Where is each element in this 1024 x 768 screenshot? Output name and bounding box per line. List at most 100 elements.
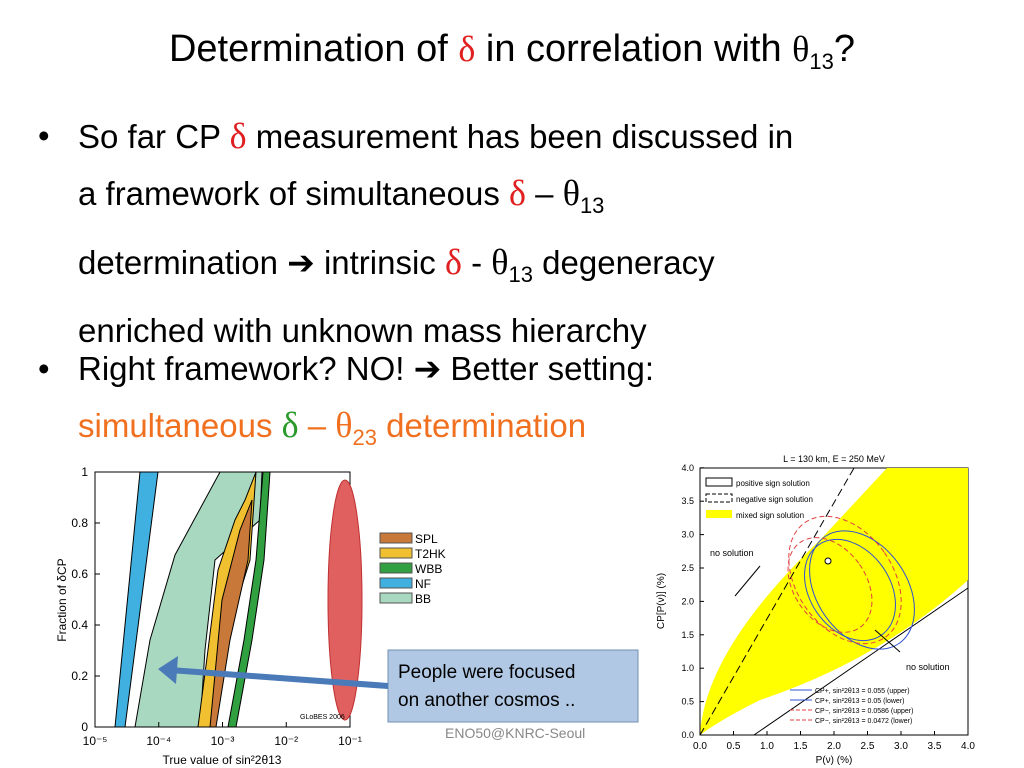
text-run: Determination of — [168, 28, 459, 70]
text-run: simultaneous — [78, 407, 282, 444]
y-tick-label: 0 — [81, 720, 88, 734]
x-axis-label: P(ν) (%) — [816, 755, 853, 766]
annotation-arrow — [874, 629, 901, 653]
curve-ellipse — [809, 530, 915, 650]
y-tick-label: 0.0 — [681, 730, 694, 740]
legend-swatch — [379, 532, 413, 544]
annotation: no solution — [906, 662, 950, 672]
credit: GLoBES 2006 — [300, 714, 345, 721]
y-tick-label: 0.4 — [71, 618, 88, 632]
callout-box — [387, 649, 639, 723]
nf-band — [114, 471, 159, 728]
legend-label: negative sign solution — [736, 495, 813, 504]
text-run: degeneracy — [533, 244, 715, 281]
x-tick-label: 2.5 — [861, 741, 875, 752]
slide-title: Determination of δ in correlation with θ… — [0, 28, 1024, 75]
text-line: So far CP δ measurement has been discuss… — [78, 108, 793, 165]
text-run: 13 — [809, 49, 834, 74]
text-line: simultaneous δ – θ23 determination — [78, 397, 654, 466]
y-tick-label: 3.0 — [681, 530, 694, 540]
wbb-band — [227, 471, 271, 728]
legend-label: WBB — [415, 562, 442, 576]
y-tick-label: 1.5 — [681, 630, 694, 640]
text-run: 13 — [508, 262, 534, 287]
curve-ellipse — [804, 538, 896, 642]
legend-label: T2HK — [415, 547, 446, 561]
text-line: a framework of simultaneous δ – θ13 — [78, 165, 793, 234]
text-run: – — [525, 175, 563, 212]
bullet: • So far CP δ measurement has been discus… — [38, 108, 793, 359]
legend-swatch — [379, 592, 413, 604]
x-axis-label: True value of sin²2θ13 — [163, 753, 282, 767]
y-tick-label: 4.0 — [681, 463, 694, 473]
y-tick-label: 0.5 — [681, 697, 694, 707]
x-tick-label: 10⁻⁴ — [146, 734, 171, 748]
y-tick-label: 0.8 — [71, 516, 88, 530]
text-run: θ — [491, 242, 509, 282]
legend-swatch — [705, 477, 733, 487]
right-plot — [699, 467, 969, 736]
footer: ENO50@KNRC-Seoul — [445, 725, 585, 741]
annotation-arrow — [734, 565, 761, 597]
text-run: ➔ — [287, 244, 315, 281]
x-tick-label: 10⁻¹ — [338, 734, 362, 748]
legend-swatch — [379, 547, 413, 559]
y-tick-label: 1 — [81, 465, 88, 479]
text-run: enriched with unknown mass hierarchy — [78, 312, 647, 349]
text-line: Right framework? NO! ➔ Better setting: — [78, 341, 654, 397]
x-tick-label: 3.0 — [894, 741, 908, 752]
text-run: δ — [509, 173, 526, 213]
y-tick-label: 3.5 — [681, 496, 694, 506]
annotation: no solution — [710, 548, 754, 558]
text-run: θ — [562, 173, 580, 213]
x-tick-label: 10⁻⁵ — [83, 734, 108, 748]
bullet: • Right framework? NO! ➔ Better setting: s… — [38, 341, 654, 466]
text-line: determination ➔ intrinsic δ - θ13 degene… — [78, 234, 793, 303]
legend-label: CP+, sin²2θ13 = 0.055 (upper) — [815, 688, 910, 695]
text-run: δ — [444, 242, 462, 282]
text-run: 23 — [352, 425, 378, 450]
text-run: ➔ — [413, 350, 442, 387]
legend-label: mixed sign solution — [736, 511, 804, 520]
y-tick-label: 1.0 — [681, 663, 694, 673]
legend-label: CP−, sin²2θ13 = 0.0586 (upper) — [815, 708, 913, 715]
text-run: Better setting: — [441, 350, 655, 387]
legend-label: BB — [415, 592, 431, 606]
text-run: ? — [833, 28, 856, 70]
point — [824, 557, 832, 565]
text-run: δ — [281, 405, 299, 445]
text-run: θ — [335, 405, 353, 445]
text-run: intrinsic — [314, 244, 445, 281]
text-run: 13 — [579, 193, 605, 218]
legend-label: CP+, sin²2θ13 = 0.05 (lower) — [815, 698, 905, 705]
legend-swatch — [705, 493, 733, 503]
x-tick-label: 4.0 — [961, 741, 975, 752]
y-tick-label: 2.5 — [681, 563, 694, 573]
legend-swatch — [379, 577, 413, 589]
y-tick-label: 0.6 — [71, 567, 88, 581]
legend-swatch — [379, 562, 413, 574]
y-axis-label: CP[P(ν)] (%) — [656, 573, 667, 629]
spl-band — [209, 499, 253, 728]
legend-label: NF — [415, 577, 431, 591]
x-tick-label: 3.5 — [928, 741, 942, 752]
text-run: a framework of simultaneous — [78, 175, 510, 212]
text-run: Right framework? NO! — [78, 350, 414, 387]
text-run: in correlation with — [475, 28, 793, 70]
x-tick-label: 2.0 — [827, 741, 841, 752]
highlight-ellipse — [327, 479, 363, 721]
text-run: - — [461, 244, 492, 281]
text-run: measurement has been discussed in — [246, 118, 794, 155]
callout-text: on another cosmos .. — [398, 690, 575, 711]
text-line: enriched with unknown mass hierarchy — [78, 303, 793, 359]
x-tick-label: 1.5 — [794, 741, 808, 752]
curve-ellipse — [788, 515, 902, 645]
boundary — [699, 467, 855, 736]
mixed-region — [700, 468, 968, 735]
text-run: δ — [229, 116, 247, 156]
legend-label: CP−, sin²2θ13 = 0.0472 (lower) — [815, 718, 912, 725]
text-run: – — [298, 407, 336, 444]
text-run: determination — [78, 244, 288, 281]
